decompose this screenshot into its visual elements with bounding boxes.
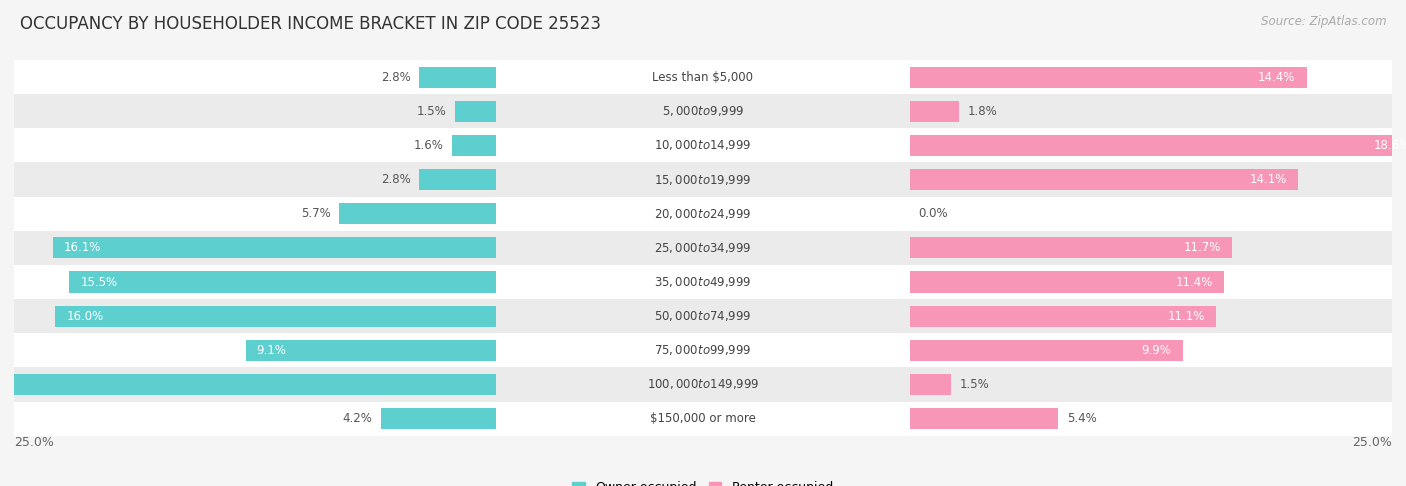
Bar — [14, 299, 1392, 333]
Text: 14.1%: 14.1% — [1250, 173, 1288, 186]
Legend: Owner-occupied, Renter-occupied: Owner-occupied, Renter-occupied — [568, 476, 838, 486]
Bar — [52, 237, 496, 259]
Text: $35,000 to $49,999: $35,000 to $49,999 — [654, 275, 752, 289]
Bar — [14, 197, 1392, 231]
Bar — [14, 60, 1392, 94]
Text: 5.4%: 5.4% — [1067, 412, 1097, 425]
Text: 18.6%: 18.6% — [1374, 139, 1406, 152]
Text: $5,000 to $9,999: $5,000 to $9,999 — [662, 104, 744, 118]
Bar — [14, 367, 1392, 401]
Bar — [910, 67, 1306, 87]
Bar — [910, 374, 950, 395]
Text: 1.8%: 1.8% — [967, 105, 997, 118]
Bar — [339, 203, 496, 225]
Text: 11.1%: 11.1% — [1167, 310, 1205, 323]
Bar — [910, 101, 959, 122]
Text: Less than $5,000: Less than $5,000 — [652, 70, 754, 84]
Bar — [910, 135, 1406, 156]
Text: $100,000 to $149,999: $100,000 to $149,999 — [647, 378, 759, 391]
Text: $10,000 to $14,999: $10,000 to $14,999 — [654, 139, 752, 153]
Bar — [14, 231, 1392, 265]
Text: 11.7%: 11.7% — [1184, 242, 1220, 254]
Text: $150,000 or more: $150,000 or more — [650, 412, 756, 425]
Bar — [910, 306, 1216, 327]
Text: 16.0%: 16.0% — [66, 310, 104, 323]
Bar — [14, 94, 1392, 128]
Text: $15,000 to $19,999: $15,000 to $19,999 — [654, 173, 752, 187]
Bar — [456, 101, 496, 122]
Bar — [910, 408, 1059, 429]
Text: Source: ZipAtlas.com: Source: ZipAtlas.com — [1261, 15, 1386, 28]
Text: 11.4%: 11.4% — [1175, 276, 1213, 289]
Bar — [381, 408, 496, 429]
Bar — [453, 135, 496, 156]
Text: $20,000 to $24,999: $20,000 to $24,999 — [654, 207, 752, 221]
Text: 4.2%: 4.2% — [343, 412, 373, 425]
Text: 5.7%: 5.7% — [301, 207, 330, 220]
Bar — [14, 128, 1392, 162]
Text: 14.4%: 14.4% — [1258, 70, 1295, 84]
Bar — [910, 169, 1298, 190]
Bar — [910, 340, 1182, 361]
Bar — [910, 237, 1232, 259]
Text: 1.5%: 1.5% — [959, 378, 988, 391]
Text: 15.5%: 15.5% — [80, 276, 117, 289]
Bar — [14, 265, 1392, 299]
Text: 1.6%: 1.6% — [415, 139, 444, 152]
Bar — [246, 340, 496, 361]
Bar — [69, 271, 496, 293]
Text: 9.9%: 9.9% — [1142, 344, 1171, 357]
Text: 25.0%: 25.0% — [14, 436, 53, 450]
Text: 25.0%: 25.0% — [1353, 436, 1392, 450]
Text: OCCUPANCY BY HOUSEHOLDER INCOME BRACKET IN ZIP CODE 25523: OCCUPANCY BY HOUSEHOLDER INCOME BRACKET … — [20, 15, 600, 33]
Text: 0.0%: 0.0% — [918, 207, 948, 220]
Text: 16.1%: 16.1% — [63, 242, 101, 254]
Text: $75,000 to $99,999: $75,000 to $99,999 — [654, 343, 752, 357]
Text: 2.8%: 2.8% — [381, 70, 411, 84]
Text: 1.5%: 1.5% — [418, 105, 447, 118]
Bar — [14, 401, 1392, 435]
Bar — [14, 162, 1392, 197]
Bar — [419, 67, 496, 87]
Text: 9.1%: 9.1% — [256, 344, 287, 357]
Text: 2.8%: 2.8% — [381, 173, 411, 186]
Bar — [55, 306, 496, 327]
Bar — [0, 374, 496, 395]
Text: $25,000 to $34,999: $25,000 to $34,999 — [654, 241, 752, 255]
Bar — [910, 271, 1223, 293]
Bar — [14, 333, 1392, 367]
Text: $50,000 to $74,999: $50,000 to $74,999 — [654, 309, 752, 323]
Bar — [419, 169, 496, 190]
